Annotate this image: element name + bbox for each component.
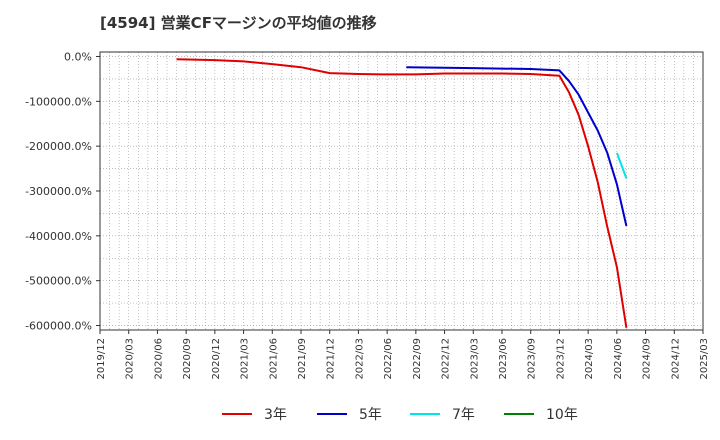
legend: 3年 5年 7年 10年 xyxy=(222,407,578,423)
x-tick-label: 2021/03 xyxy=(240,338,251,380)
x-tick-label: 2025/03 xyxy=(699,338,710,380)
series-line xyxy=(176,58,628,328)
y-tick-label: -100000.0% xyxy=(25,95,92,108)
x-tick-label: 2024/12 xyxy=(670,338,681,380)
x-tick-label: 2022/09 xyxy=(412,338,423,380)
x-tick-label: 2022/12 xyxy=(441,338,452,380)
y-tick-label: -500000.0% xyxy=(25,275,92,288)
x-tick-label: 2020/09 xyxy=(182,338,193,380)
x-tick-label: 2019/12 xyxy=(96,338,107,380)
y-tick-label: -300000.0% xyxy=(25,185,92,198)
y-axis: 0.0% -100000.0% -200000.0% -300000.0% -40000… xyxy=(25,50,100,333)
x-tick-label: 2020/03 xyxy=(125,338,136,380)
x-tick-label: 2021/09 xyxy=(297,338,308,380)
x-tick-label: 2023/03 xyxy=(469,338,480,380)
y-tick-label: -200000.0% xyxy=(25,140,92,153)
chart-title: [4594] 営業CFマージンの平均値の推移 xyxy=(100,14,377,32)
x-tick-label: 2020/12 xyxy=(211,338,222,380)
x-tick-label: 2024/03 xyxy=(584,338,595,380)
x-tick-label: 2022/03 xyxy=(354,338,365,380)
x-tick-label: 2021/12 xyxy=(326,338,337,380)
x-tick-label: 2024/06 xyxy=(613,338,624,380)
x-tick-label: 2022/06 xyxy=(383,338,394,380)
x-tick-label: 2021/06 xyxy=(268,338,279,380)
x-tick-label: 2024/09 xyxy=(642,338,653,380)
x-axis: 2019/12 2020/03 2020/06 2020/09 2020/12 2021/… xyxy=(96,330,710,380)
legend-label: 7年 xyxy=(452,407,475,423)
y-tick-label: 0.0% xyxy=(64,50,92,63)
x-tick-label: 2023/09 xyxy=(527,338,538,380)
y-tick-label: -600000.0% xyxy=(25,320,92,333)
x-tick-label: 2023/12 xyxy=(555,338,566,380)
plot-frame xyxy=(99,51,704,331)
x-tick-label: 2023/06 xyxy=(498,338,509,380)
x-tick-label: 2020/06 xyxy=(153,338,164,380)
grid xyxy=(100,52,703,330)
series-line xyxy=(615,152,628,179)
legend-label: 10年 xyxy=(546,407,578,423)
series-line xyxy=(406,66,628,227)
series-lines xyxy=(176,58,628,328)
legend-label: 5年 xyxy=(359,407,382,423)
y-tick-label: -400000.0% xyxy=(25,230,92,243)
legend-label: 3年 xyxy=(264,407,287,423)
